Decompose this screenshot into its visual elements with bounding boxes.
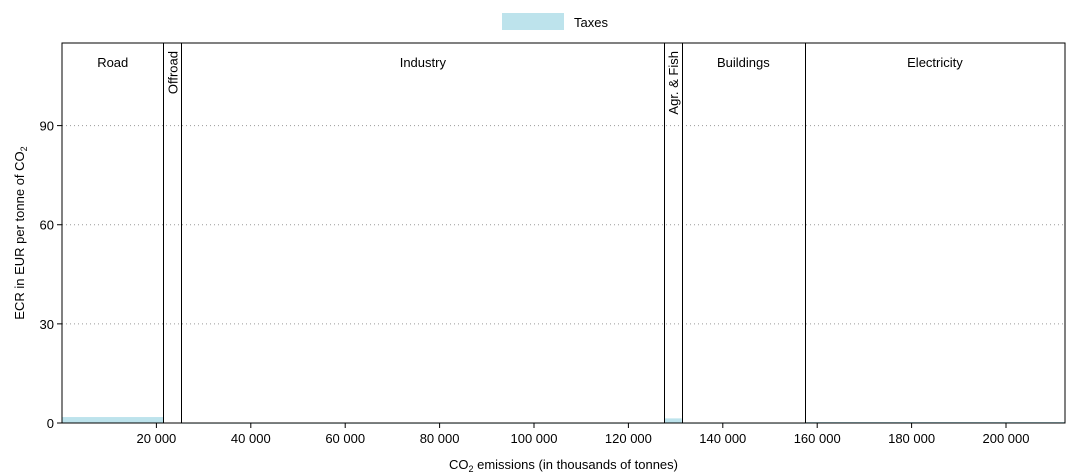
x-tick-label-140000: 140 000 <box>699 431 746 446</box>
sector-labels: Road Offroad Industry Agr. & Fish Buildings E… <box>97 51 963 115</box>
x-tick-label-40000: 40 000 <box>231 431 271 446</box>
sector-dividers <box>163 43 806 423</box>
y-axis-ticks: 0 30 60 90 <box>40 119 62 431</box>
x-axis-ticks: 20 000 40 000 60 000 80 000 100 000 120 000 14… <box>137 423 1030 446</box>
sector-label-offroad: Offroad <box>165 51 180 94</box>
plot-frame <box>61 42 1066 424</box>
legend-swatch-taxes <box>502 13 564 30</box>
x-tick-label-120000: 120 000 <box>605 431 652 446</box>
y-tick-label-30: 30 <box>40 317 54 332</box>
x-tick-label-180000: 180 000 <box>888 431 935 446</box>
y-tick-label-90: 90 <box>40 119 54 134</box>
sector-label-industry: Industry <box>400 55 447 70</box>
sector-label-agr-fish: Agr. & Fish <box>666 51 681 115</box>
x-tick-label-20000: 20 000 <box>137 431 177 446</box>
bar-taxes-agr-fish <box>664 418 682 423</box>
legend: Taxes <box>502 13 608 30</box>
sector-label-road: Road <box>97 55 128 70</box>
sector-label-buildings: Buildings <box>717 55 770 70</box>
y-tick-label-60: 60 <box>40 218 54 233</box>
x-tick-label-100000: 100 000 <box>511 431 558 446</box>
y-tick-label-0: 0 <box>47 416 54 431</box>
bar-taxes-road <box>62 417 164 423</box>
x-tick-label-80000: 80 000 <box>420 431 460 446</box>
x-axis-title: CO2 emissions (in thousands of tonnes) <box>449 457 678 473</box>
x-tick-label-200000: 200 000 <box>983 431 1030 446</box>
x-tick-label-160000: 160 000 <box>794 431 841 446</box>
y-axis-title: ECR in EUR per tonne of CO2 <box>12 146 29 319</box>
sector-label-electricity: Electricity <box>907 55 963 70</box>
legend-label-taxes: Taxes <box>574 15 608 30</box>
gridlines <box>62 125 1065 325</box>
x-tick-label-60000: 60 000 <box>325 431 365 446</box>
